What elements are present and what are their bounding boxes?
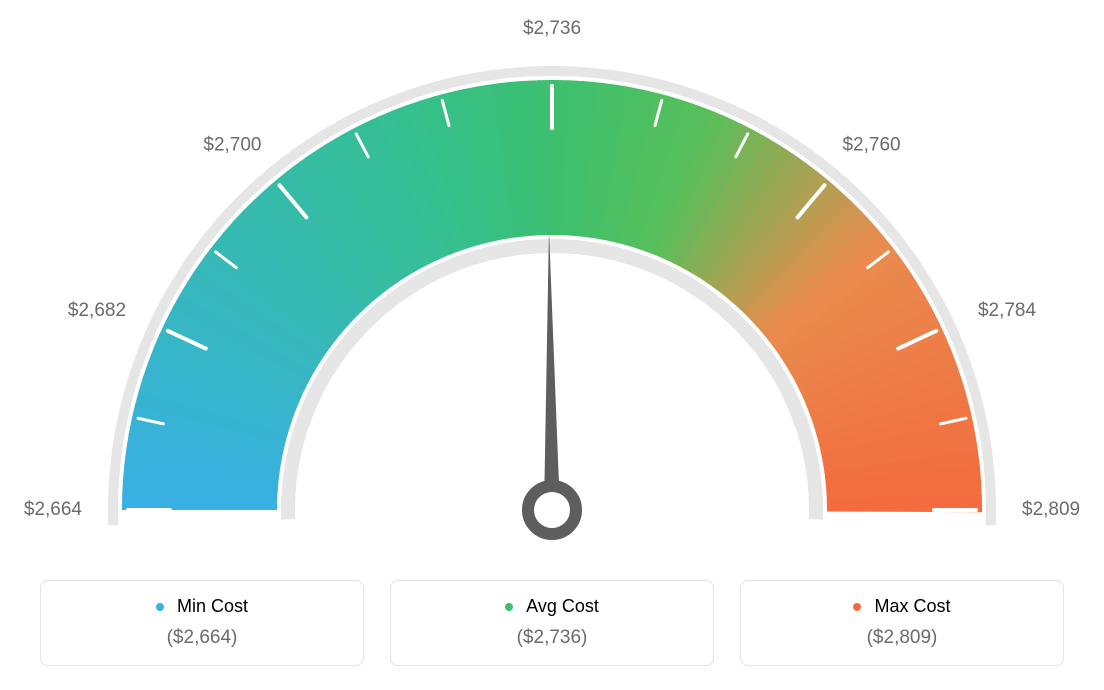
- legend-title-text-min: Min Cost: [177, 596, 248, 616]
- legend-value-avg: ($2,736): [401, 627, 703, 649]
- legend-card-min: Min Cost ($2,664): [40, 580, 364, 666]
- legend-title-text-avg: Avg Cost: [526, 596, 599, 616]
- legend-title-min: Min Cost: [51, 595, 353, 617]
- gauge-area: $2,664 $2,682 $2,700 $2,736 $2,760 $2,784 $2,8…: [0, 0, 1104, 565]
- gauge-tick-label: $2,736: [523, 18, 581, 40]
- legend-value-min: ($2,664): [51, 627, 353, 649]
- gauge-tick-label: $2,809: [1022, 499, 1080, 521]
- legend-title-max: Max Cost: [751, 595, 1053, 617]
- gauge-needle: [544, 230, 560, 510]
- gauge-tick-label: $2,784: [978, 300, 1036, 322]
- legend-dot-max: [853, 603, 861, 611]
- legend-title-avg: Avg Cost: [401, 595, 703, 617]
- legend-card-max: Max Cost ($2,809): [740, 580, 1064, 666]
- legend-title-text-max: Max Cost: [874, 596, 950, 616]
- gauge-tick-label: $2,664: [24, 499, 82, 521]
- gauge-tick-label: $2,760: [842, 135, 900, 157]
- gauge-svg: [0, 0, 1104, 565]
- gauge-tick-label: $2,682: [68, 300, 126, 322]
- gauge-tick-label: $2,700: [203, 135, 261, 157]
- legend-dot-avg: [505, 603, 513, 611]
- legend-row: Min Cost ($2,664) Avg Cost ($2,736) Max …: [40, 580, 1064, 666]
- gauge-chart-container: $2,664 $2,682 $2,700 $2,736 $2,760 $2,784 $2,8…: [0, 0, 1104, 690]
- legend-value-max: ($2,809): [751, 627, 1053, 649]
- legend-card-avg: Avg Cost ($2,736): [390, 580, 714, 666]
- legend-dot-min: [156, 603, 164, 611]
- gauge-hub: [528, 486, 576, 534]
